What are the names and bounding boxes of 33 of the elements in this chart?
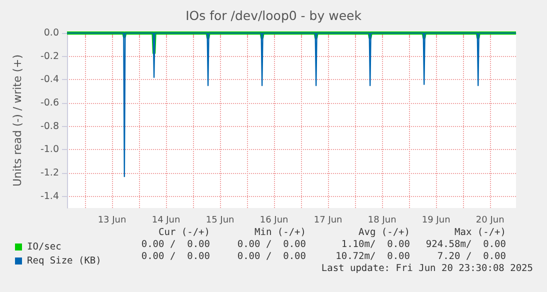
text: Min (-/+) <box>254 227 306 238</box>
x-tick-label: 13 Jun <box>98 216 126 226</box>
x-tick-label: 20 Jun <box>476 216 504 226</box>
y-tick-label: -0.6 <box>40 98 59 108</box>
text: 0.00 / 0.00 <box>237 251 306 262</box>
text: 0.00 / 0.00 <box>141 239 210 250</box>
y-tick-label: -0.8 <box>40 120 59 132</box>
text: Max (-/+) <box>454 227 506 238</box>
text: Avg (-/+) <box>358 227 410 238</box>
text: Cur (-/+) <box>158 227 210 238</box>
text: 1.10m/ 0.00 <box>341 239 410 250</box>
x-tick-label: 14 Jun <box>152 216 180 226</box>
text: 924.58m/ 0.00 <box>426 239 506 250</box>
text: 10.72m/ 0.00 <box>336 251 410 262</box>
x-tick-label: 19 Jun <box>422 216 450 226</box>
y-tick-label: -0.2 <box>40 50 59 62</box>
x-tick-label: 17 Jun <box>314 216 342 226</box>
legend-label: Req Size (KB) <box>27 256 102 266</box>
x-tick-label: 18 Jun <box>368 216 396 226</box>
y-tick-label: -1.2 <box>40 168 59 178</box>
text: Last update: Fri Jun 20 23:30:08 2025 <box>321 263 533 274</box>
legend-label: IO/sec <box>27 242 62 252</box>
chart-title: IOs for /dev/loop0 - by week <box>186 8 362 23</box>
y-axis-title: Units read (-) / write (+) <box>11 54 24 187</box>
y-tick-label: -0.4 <box>40 74 59 86</box>
text: 0.00 / 0.00 <box>141 251 210 262</box>
x-tick-label: 16 Jun <box>260 216 288 226</box>
y-tick-label: -1.4 <box>40 190 59 202</box>
text: 0.00 / 0.00 <box>237 239 306 250</box>
y-tick-label: -1.0 <box>40 144 59 156</box>
x-tick-label: 15 Jun <box>206 216 234 226</box>
text: 7.20 / 0.00 <box>437 251 506 262</box>
y-tick-label: 0.0 <box>44 28 59 38</box>
